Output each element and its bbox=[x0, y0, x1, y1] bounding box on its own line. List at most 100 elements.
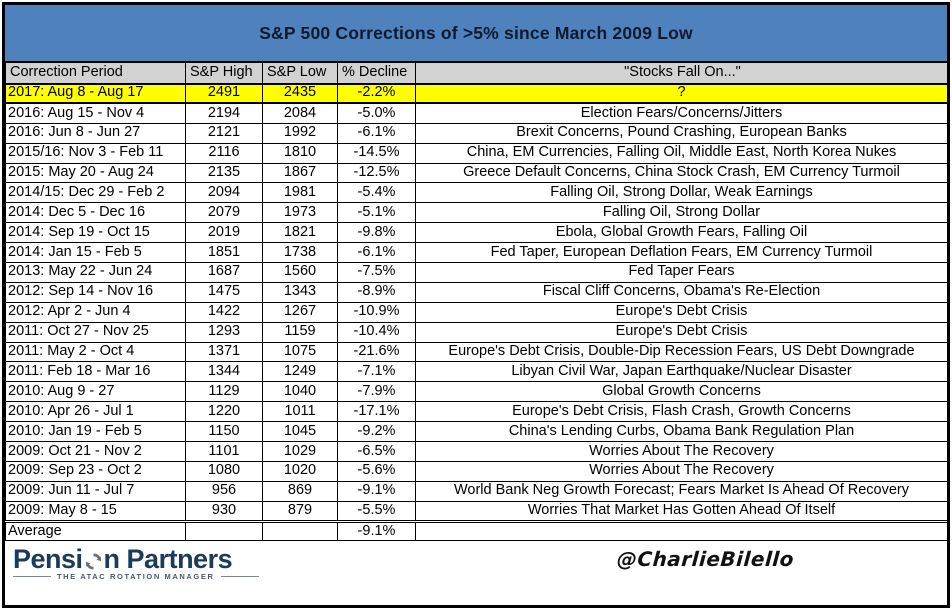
table-cell: 2491 bbox=[185, 82, 263, 105]
table-cell: Worries About The Recovery bbox=[415, 460, 948, 482]
table-cell: 1029 bbox=[262, 441, 338, 462]
table-row: 2014/15: Dec 29 - Feb 2 2094 1981 -5.4% Fall… bbox=[5, 182, 948, 204]
table-cell: 2014: Dec 5 - Dec 16 bbox=[5, 202, 186, 224]
table-row: 2011: May 2 - Oct 4 1371 1075 -21.6% Europe'… bbox=[5, 341, 948, 363]
table-cell: -6.1% bbox=[337, 122, 416, 144]
table-cell: 1080 bbox=[185, 460, 263, 482]
table-cell: Election Fears/Concerns/Jitters bbox=[415, 102, 948, 124]
table-cell: 1220 bbox=[185, 401, 263, 423]
table-cell: -9.8% bbox=[337, 222, 416, 244]
table-cell: 1011 bbox=[262, 401, 338, 423]
table-cell: 1851 bbox=[185, 242, 263, 264]
table-row: Average -9.1% bbox=[5, 519, 948, 542]
column-header-decline: % Decline bbox=[337, 62, 416, 84]
table-cell: 1560 bbox=[262, 262, 338, 283]
table-row: 2009: Jun 11 - Jul 7 956 869 -9.1% World Ban… bbox=[5, 480, 948, 502]
column-header-correction-period: Correction Period bbox=[5, 62, 186, 84]
table-row: 2010: Apr 26 - Jul 1 1220 1011 -17.1% Europe… bbox=[5, 401, 948, 423]
table-cell: 2009: May 8 - 15 bbox=[5, 500, 186, 522]
table-cell: 1045 bbox=[262, 421, 338, 443]
table-cell: 2012: Sep 14 - Nov 16 bbox=[5, 281, 186, 303]
table-row: 2009: Sep 23 - Oct 2 1080 1020 -5.6% Worries… bbox=[5, 460, 948, 482]
table-cell: -21.6% bbox=[337, 341, 416, 363]
table-cell: 2015/16: Nov 3 - Feb 11 bbox=[5, 142, 186, 164]
table-cell bbox=[262, 519, 338, 542]
table-cell: -5.0% bbox=[337, 102, 416, 124]
twitter-handle: @CharlieBilello bbox=[616, 547, 795, 572]
table-cell: 1475 bbox=[185, 281, 263, 303]
page-title: S&P 500 Corrections of >5% since March 2… bbox=[259, 22, 693, 43]
table-cell: Worries That Market Has Gotten Ahead Of … bbox=[415, 500, 948, 522]
table-cell: -6.5% bbox=[337, 441, 416, 462]
table-row: 2010: Jan 19 - Feb 5 1150 1045 -9.2% China's… bbox=[5, 421, 948, 443]
table-row: 2011: Oct 27 - Nov 25 1293 1159 -10.4% Europ… bbox=[5, 321, 948, 343]
table-cell: 1687 bbox=[185, 262, 263, 283]
table-cell: 2121 bbox=[185, 122, 263, 144]
table-cell: 2016: Aug 15 - Nov 4 bbox=[5, 102, 186, 124]
table-cell: 2010: Aug 9 - 27 bbox=[5, 381, 186, 403]
table-cell: -7.1% bbox=[337, 361, 416, 383]
table-cell: 2014/15: Dec 29 - Feb 2 bbox=[5, 182, 186, 204]
table-cell: 2079 bbox=[185, 202, 263, 224]
table-cell: Europe's Debt Crisis bbox=[415, 321, 948, 343]
table-cell: 1981 bbox=[262, 182, 338, 204]
table-header: Correction Period S&P High S&P Low % Dec… bbox=[5, 62, 948, 84]
table-cell: Greece Default Concerns, China Stock Cra… bbox=[415, 162, 948, 184]
table-cell: 2009: Jun 11 - Jul 7 bbox=[5, 480, 186, 502]
table-cell: 1267 bbox=[262, 301, 338, 323]
table-cell: 1867 bbox=[262, 162, 338, 184]
table-cell: -9.1% bbox=[337, 480, 416, 502]
table-cell: 2010: Jan 19 - Feb 5 bbox=[5, 421, 186, 443]
logo-tagline-text: THE ATAC ROTATION MANAGER bbox=[57, 572, 215, 582]
logo-wordmark: Pensi n Partners bbox=[13, 544, 259, 575]
table-cell: Average bbox=[5, 519, 186, 542]
table-cell: 2009: Sep 23 - Oct 2 bbox=[5, 460, 186, 482]
table-row: 2014: Dec 5 - Dec 16 2079 1973 -5.1% Falling… bbox=[5, 202, 948, 224]
table-cell: Worries About The Recovery bbox=[415, 441, 948, 462]
table-cell: 1821 bbox=[262, 222, 338, 244]
table-cell bbox=[415, 519, 948, 542]
footer: Pensi n Partners THE ATAC ROTATION MANAGE… bbox=[5, 541, 947, 583]
table-cell: Falling Oil, Strong Dollar bbox=[415, 202, 948, 224]
table-row: 2011: Feb 18 - Mar 16 1344 1249 -7.1% Libyan… bbox=[5, 361, 948, 383]
table-row: 2016: Jun 8 - Jun 27 2121 1992 -6.1% Brexit … bbox=[5, 122, 948, 144]
table-cell: World Bank Neg Growth Forecast; Fears Ma… bbox=[415, 480, 948, 502]
table-cell: 2014: Sep 19 - Oct 15 bbox=[5, 222, 186, 244]
table-cell: -7.5% bbox=[337, 262, 416, 283]
table-cell: -2.2% bbox=[337, 82, 416, 105]
table-cell: -10.9% bbox=[337, 301, 416, 323]
table-row: 2009: May 8 - 15 930 879 -5.5% Worries That … bbox=[5, 500, 948, 522]
table-cell: Libyan Civil War, Japan Earthquake/Nucle… bbox=[415, 361, 948, 383]
table-cell: 1992 bbox=[262, 122, 338, 144]
table-cell: Falling Oil, Strong Dollar, Weak Earning… bbox=[415, 182, 948, 204]
table-row: 2015: May 20 - Aug 24 2135 1867 -12.5% Greec… bbox=[5, 162, 948, 184]
table-cell: China's Lending Curbs, Obama Bank Regula… bbox=[415, 421, 948, 443]
table-cell: 1101 bbox=[185, 441, 263, 462]
table-row: 2009: Oct 21 - Nov 2 1101 1029 -6.5% Worries… bbox=[5, 441, 948, 462]
table-cell: 1973 bbox=[262, 202, 338, 224]
table-cell bbox=[185, 519, 263, 542]
table-cell: Brexit Concerns, Pound Crashing, Europea… bbox=[415, 122, 948, 144]
table-cell: 2194 bbox=[185, 102, 263, 124]
tagline-dash-left bbox=[13, 576, 51, 578]
table-cell: 1344 bbox=[185, 361, 263, 383]
table-cell: -5.5% bbox=[337, 500, 416, 522]
table-cell: Europe's Debt Crisis, Flash Crash, Growt… bbox=[415, 401, 948, 423]
table-cell: 1343 bbox=[262, 281, 338, 303]
table-cell: -14.5% bbox=[337, 142, 416, 164]
table-cell: 2016: Jun 8 - Jun 27 bbox=[5, 122, 186, 144]
table-row: 2016: Aug 15 - Nov 4 2194 2084 -5.0% Electio… bbox=[5, 102, 948, 124]
table-cell: Europe's Debt Crisis bbox=[415, 301, 948, 323]
table-cell: 1810 bbox=[262, 142, 338, 164]
table-cell: 2012: Apr 2 - Jun 4 bbox=[5, 301, 186, 323]
table-cell: 1738 bbox=[262, 242, 338, 264]
table-cell: 1293 bbox=[185, 321, 263, 343]
table-row: 2015/16: Nov 3 - Feb 11 2116 1810 -14.5% Chi… bbox=[5, 142, 948, 164]
table-cell: 1020 bbox=[262, 460, 338, 482]
table-cell: China, EM Currencies, Falling Oil, Middl… bbox=[415, 142, 948, 164]
column-header-sp-high: S&P High bbox=[185, 62, 263, 84]
table-cell: 1371 bbox=[185, 341, 263, 363]
table-cell: -10.4% bbox=[337, 321, 416, 343]
table-cell: 879 bbox=[262, 500, 338, 522]
